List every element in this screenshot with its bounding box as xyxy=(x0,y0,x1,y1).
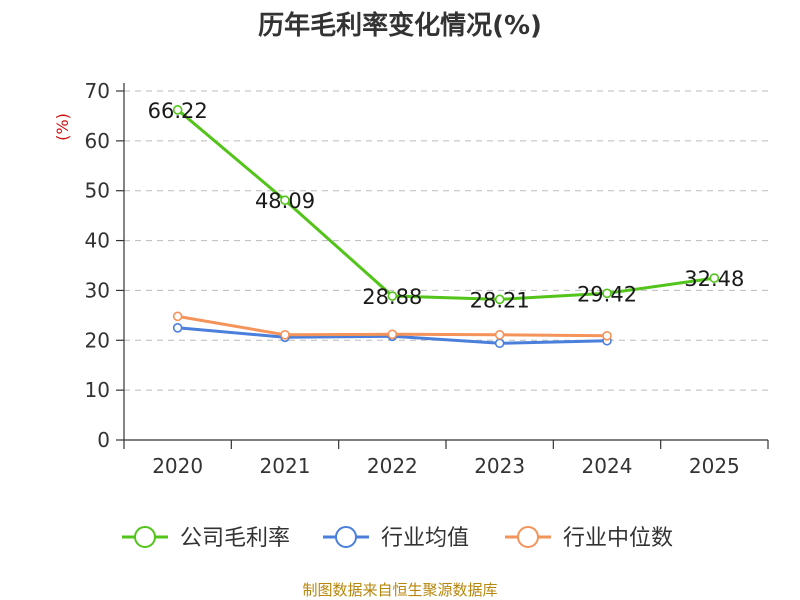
data-point xyxy=(494,330,505,340)
y-tick-label: 10 xyxy=(85,378,110,402)
legend-marker xyxy=(134,526,156,548)
x-tick-label: 2025 xyxy=(689,454,740,478)
y-tick-label: 60 xyxy=(85,129,110,153)
y-axis-label: (%) xyxy=(53,113,72,141)
data-point xyxy=(280,195,290,206)
data-point xyxy=(602,288,612,299)
legend-label: 行业中位数 xyxy=(563,526,673,551)
y-tick-label: 40 xyxy=(85,229,110,253)
legend-label: 公司毛利率 xyxy=(180,526,290,551)
data-point xyxy=(494,294,505,305)
data-point xyxy=(280,330,290,340)
data-label: 48.09 xyxy=(255,189,315,213)
legend-marker xyxy=(335,526,357,548)
data-label: 29.42 xyxy=(577,282,637,306)
data-point xyxy=(387,291,398,301)
y-tick-label: 30 xyxy=(85,278,110,302)
series-lines xyxy=(172,105,720,349)
x-tick-label: 2021 xyxy=(260,454,311,478)
chart-title: 历年毛利率变化情况(%) xyxy=(258,10,542,41)
legend[interactable]: 公司毛利率 行业均值 行业中位数 xyxy=(122,526,673,551)
source-note: 制图数据来自恒生聚源数据库 xyxy=(302,581,497,599)
data-label: 28.21 xyxy=(470,288,530,312)
x-tick-label: 2024 xyxy=(582,454,633,478)
legend-marker xyxy=(517,526,539,548)
data-point xyxy=(709,273,720,283)
data-point xyxy=(172,311,183,322)
data-label: 32.48 xyxy=(684,267,744,291)
x-tick-label: 2020 xyxy=(152,454,203,478)
grid-lines xyxy=(124,90,768,391)
y-tick-label: 70 xyxy=(85,79,110,103)
y-tick-label: 0 xyxy=(97,428,110,452)
data-label: 66.22 xyxy=(148,99,208,123)
x-tick-label: 2023 xyxy=(474,454,525,478)
axes: 0 10 20 30 40 50 60 70 2020 2021 2022 2023 2024 2025 xyxy=(85,79,769,478)
data-point xyxy=(602,330,612,341)
data-labels: 66.22 48.09 28.88 28.21 29.42 32.48 xyxy=(148,99,745,313)
x-tick-label: 2022 xyxy=(367,454,418,478)
y-tick-label: 20 xyxy=(85,328,110,352)
legend-label: 行业均值 xyxy=(381,526,469,551)
data-point xyxy=(387,329,398,340)
data-point xyxy=(172,105,183,115)
data-label: 28.88 xyxy=(362,285,422,309)
data-point xyxy=(494,338,505,349)
y-tick-label: 50 xyxy=(85,179,110,203)
series-line xyxy=(176,108,716,301)
data-point xyxy=(172,323,183,333)
